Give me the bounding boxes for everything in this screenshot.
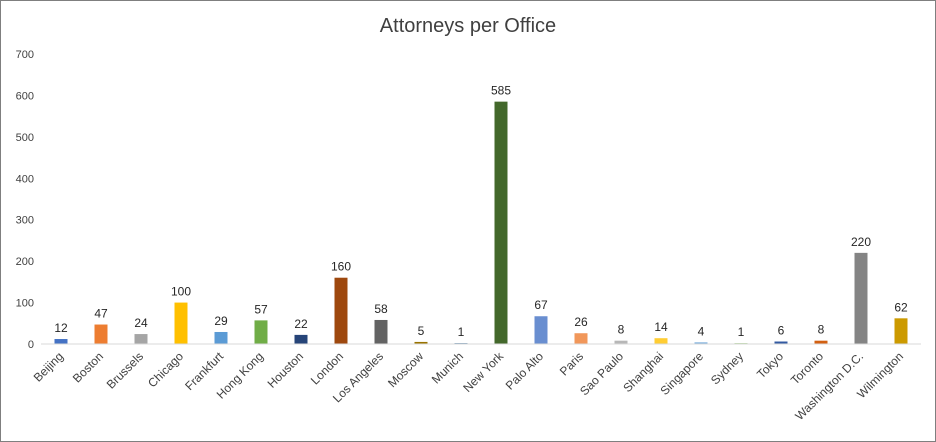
data-label: 5 [418,324,425,338]
bar-tokyo [774,341,788,344]
data-label: 100 [171,285,191,299]
x-tick-label: Sydney [708,349,746,387]
bar-chicago [174,302,188,344]
bar-wilmington [894,318,908,344]
x-axis-ticks: Beijing BostonBrusselsChicagoFrankfurtHon… [31,349,906,423]
x-tick-label: Munich [429,349,466,386]
x-tick-label: Houston [265,349,307,391]
x-tick-label: New York [460,349,506,395]
data-label: 12 [54,321,68,335]
bar-brussels [134,334,148,344]
data-label: 26 [574,315,588,329]
y-tick-label: 700 [16,49,34,61]
x-tick-label: Toronto [788,349,826,387]
bar-sao-paulo [614,340,628,344]
bar-washington-d-c [854,252,868,344]
y-tick-label: 200 [16,256,34,268]
y-tick-label: 100 [16,298,34,310]
data-label: 1 [738,325,745,339]
x-tick-label: Beijing [31,349,66,384]
y-tick-label: 400 [16,173,34,185]
y-tick-label: 300 [16,215,34,227]
data-label: 47 [94,307,108,321]
bar-frankfurt [214,331,228,344]
x-tick-label: Washington D.C. [792,349,866,423]
bar-shanghai [654,338,668,344]
data-label: 67 [534,298,548,312]
bar-new-york [494,101,508,345]
bar-boston [94,324,108,344]
bar-paris [574,333,588,344]
chart-title: Attorneys per Office [380,15,556,37]
bar-palo-alto [534,316,548,344]
data-label: 57 [254,302,268,316]
data-label: 4 [698,324,705,338]
bar-hong-kong [254,320,268,344]
y-tick-label: 0 [28,339,34,351]
bars [54,101,908,345]
bar-toronto [814,340,828,344]
x-tick-label: Boston [70,349,106,385]
data-label: 62 [894,300,908,314]
y-tick-label: 500 [16,132,34,144]
x-tick-label: Sao Paulo [577,349,626,398]
x-tick-label: Palo Alto [503,349,547,393]
data-label: 6 [778,324,785,338]
bar-singapore [694,342,708,344]
y-tick-label: 600 [16,90,34,102]
bar-london [334,277,348,344]
bar-moscow [414,341,428,344]
data-label: 585 [491,84,511,98]
x-tick-label: London [308,349,346,387]
bar-houston [294,334,308,344]
y-axis-ticks: 0 100 200 300 400 500 600 700 [16,49,34,351]
data-label: 58 [374,302,388,316]
data-label: 24 [134,316,148,330]
x-tick-label: Singapore [658,349,707,398]
data-label: 220 [851,235,871,249]
data-label: 14 [654,320,668,334]
data-label: 22 [294,317,308,331]
x-tick-label: Moscow [385,349,426,390]
bar-los-angeles [374,319,388,344]
x-tick-label: Tokyo [754,349,786,381]
data-label: 8 [818,323,825,337]
data-label: 1 [458,325,465,339]
data-label: 160 [331,260,351,274]
x-tick-label: Chicago [145,349,186,390]
x-tick-label: Brussels [104,349,146,391]
bar-beijing [54,339,68,344]
data-label: 8 [618,323,625,337]
data-label: 29 [214,314,228,328]
x-tick-label: Paris [557,349,586,378]
